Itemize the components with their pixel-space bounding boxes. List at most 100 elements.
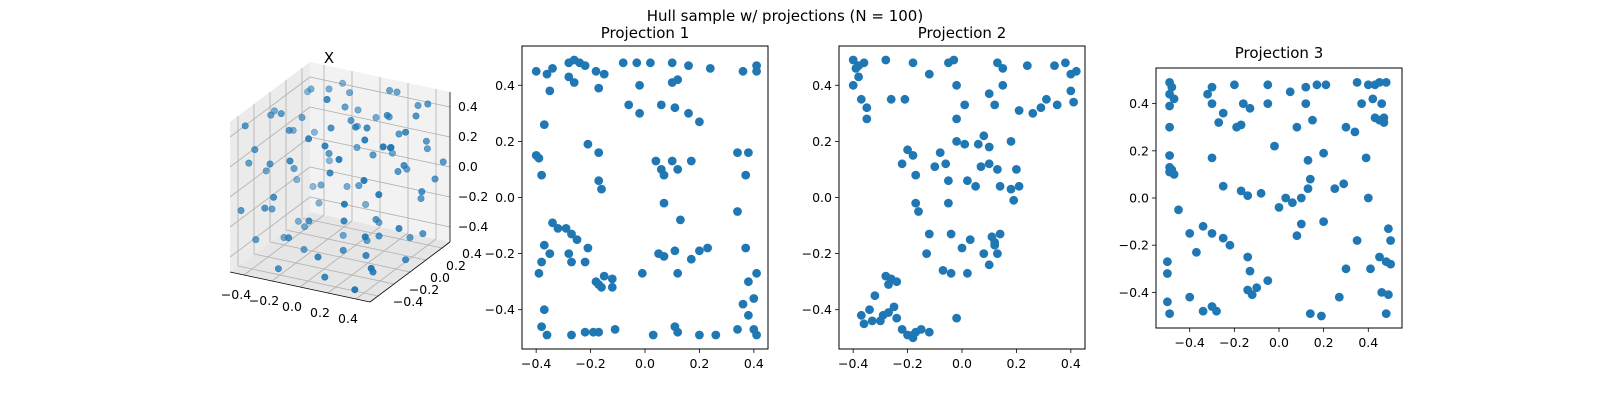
scatter-point <box>1163 297 1172 307</box>
scatter-point-3d <box>307 85 315 93</box>
scatter-point-3d <box>237 207 245 215</box>
scatter-point-3d <box>361 136 369 144</box>
scatter-point <box>854 72 863 82</box>
scatter-point <box>637 268 647 278</box>
scatter-point-3d <box>274 265 282 273</box>
scatter-point-3d <box>355 182 363 190</box>
scatter-point <box>1339 179 1349 189</box>
scatter-point <box>1214 118 1224 127</box>
scatter-point <box>580 61 590 70</box>
scatter-point <box>599 271 609 281</box>
scatter-point <box>1163 257 1172 267</box>
scatter-point <box>539 240 549 250</box>
scatter-point <box>594 83 604 93</box>
y-tick-label: 0.4 <box>812 78 832 93</box>
scatter-point <box>1006 184 1016 194</box>
scatter-point <box>1247 290 1257 300</box>
scatter-point <box>667 58 677 68</box>
scatter-point <box>654 249 663 258</box>
scatter-point <box>1292 122 1302 132</box>
scatter-point <box>656 100 666 110</box>
scatter-point <box>990 100 1000 110</box>
scatter-point <box>1321 80 1331 90</box>
scatter-point <box>1218 181 1228 191</box>
scatter-point <box>1169 94 1179 104</box>
scatter-point <box>993 58 1002 68</box>
y-tick-label: −0.2 <box>1119 238 1149 253</box>
tick-label-3d: 0.2 <box>446 258 466 273</box>
scatter-point <box>1006 137 1016 146</box>
scatter-point <box>930 162 940 172</box>
scatter-point <box>1185 229 1195 238</box>
scatter-point-3d <box>353 144 361 152</box>
y-tick-label: 0.0 <box>1129 191 1149 206</box>
scatter-point <box>1052 100 1062 110</box>
scatter-point <box>597 282 606 292</box>
scatter-point <box>676 215 685 225</box>
points-3d <box>237 79 447 294</box>
grid-line <box>309 106 451 138</box>
scatter-point <box>673 268 683 278</box>
scatter-point <box>1263 80 1273 90</box>
scatter-point <box>1192 247 1201 257</box>
scatter-point <box>1363 193 1373 203</box>
scatter-point <box>618 58 628 68</box>
scatter-point <box>1252 283 1262 293</box>
scatter-point <box>963 176 972 186</box>
tick-label-3d: 0.0 <box>282 299 302 314</box>
scatter-point-3d <box>241 122 249 130</box>
scatter-point-3d <box>286 157 294 165</box>
scatter-point <box>916 325 926 334</box>
scatter-point-3d <box>402 256 410 264</box>
scatter-point <box>998 64 1008 73</box>
scatter-point <box>597 184 606 194</box>
scatter-point <box>1386 259 1395 269</box>
scatter-point <box>1014 106 1024 115</box>
y-tick-label: −0.4 <box>485 302 515 317</box>
scatter-point-3d <box>245 159 253 167</box>
scatter-point <box>1069 97 1078 107</box>
scatter-point <box>867 316 877 326</box>
panel-projection-3: Projection 3 −0.4 −0.2 0.0 0.2 0.4 −0.4 −0.2 0.… <box>1119 44 1403 350</box>
scatter-point <box>539 305 549 315</box>
scatter-point <box>952 313 961 323</box>
scatter-point <box>1281 193 1291 203</box>
scatter-point-3d <box>251 146 259 154</box>
scatter-point <box>914 207 923 216</box>
scatter-point <box>984 89 994 99</box>
scatter-point <box>738 299 748 309</box>
scatter-point <box>1207 229 1217 238</box>
scatter-point <box>752 268 761 278</box>
scatter-point <box>892 313 902 323</box>
scatter-point-3d <box>383 111 391 119</box>
scatter-point <box>886 94 896 104</box>
scatter-point <box>911 198 921 208</box>
grid-line <box>327 232 409 294</box>
scatter-point-3d <box>414 102 422 110</box>
scatter-point <box>752 330 761 340</box>
scatter-point-3d <box>422 137 430 145</box>
grid-line <box>309 136 451 168</box>
scatter-point <box>995 229 1005 239</box>
scatter-point <box>1381 309 1391 318</box>
tick-label-3d: 0.2 <box>458 129 478 144</box>
scatter-point <box>567 330 576 340</box>
scatter-point-3d <box>305 135 313 143</box>
scatter-point <box>965 235 975 245</box>
scatter-point <box>564 249 574 258</box>
grid-line <box>285 229 427 261</box>
scatter-point-3d <box>346 89 354 97</box>
scatter-point <box>567 257 576 267</box>
scatter-point-3d <box>340 200 348 208</box>
scatter-point <box>1296 193 1306 203</box>
scatter-point <box>963 268 972 278</box>
scatter-point <box>548 218 557 228</box>
x-tick-label: −0.2 <box>1219 335 1249 350</box>
scatter-point <box>979 131 989 141</box>
scatter-point <box>705 64 715 73</box>
scatter-point <box>695 246 704 256</box>
scatter-point <box>1384 224 1393 234</box>
scatter-point-3d <box>369 151 377 159</box>
scatter-point <box>733 148 742 158</box>
scatter-point <box>607 282 617 292</box>
